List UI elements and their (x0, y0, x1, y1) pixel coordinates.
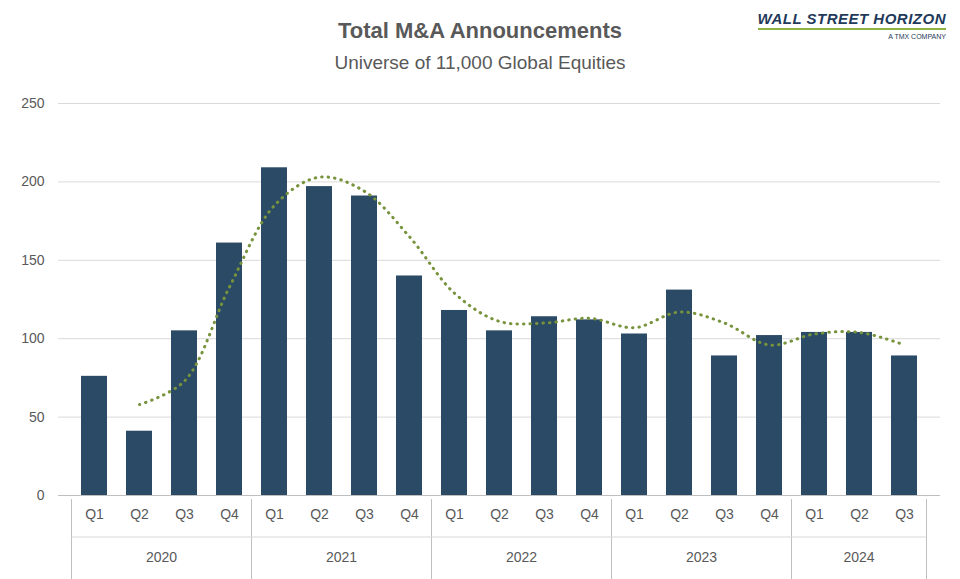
html-text:A TMX COMPANY: A TMX COMPANY (888, 33, 946, 40)
svg-text:Q1: Q1 (445, 506, 464, 522)
svg-text:Q1: Q1 (265, 506, 284, 522)
svg-text:150: 150 (21, 252, 45, 268)
svg-text:2024: 2024 (843, 549, 874, 565)
svg-text:Q3: Q3 (355, 506, 374, 522)
svg-text:Q4: Q4 (760, 506, 779, 522)
svg-text:Q2: Q2 (490, 506, 509, 522)
svg-text:Q3: Q3 (535, 506, 554, 522)
svg-text:Q1: Q1 (625, 506, 644, 522)
svg-text:200: 200 (21, 173, 45, 189)
svg-text:Q1: Q1 (85, 506, 104, 522)
svg-text:Q2: Q2 (670, 506, 689, 522)
svg-text:Q4: Q4 (400, 506, 419, 522)
svg-text:Q3: Q3 (715, 506, 734, 522)
svg-text:Q2: Q2 (130, 506, 149, 522)
svg-text:Q1: Q1 (805, 506, 824, 522)
svg-text:Q2: Q2 (850, 506, 869, 522)
svg-text:2021: 2021 (326, 549, 357, 565)
svg-text:250: 250 (21, 95, 45, 111)
svg-text:Q4: Q4 (220, 506, 239, 522)
svg-text:2023: 2023 (686, 549, 717, 565)
svg-text:100: 100 (21, 330, 45, 346)
svg-text:2022: 2022 (506, 549, 537, 565)
html-text:Universe of 11,000 Global Equi: Universe of 11,000 Global Equities (334, 52, 626, 73)
svg-text:2020: 2020 (146, 549, 177, 565)
html-text:Total M&A Announcements: Total M&A Announcements (338, 18, 622, 43)
svg-text:Q3: Q3 (895, 506, 914, 522)
svg-text:Q4: Q4 (580, 506, 599, 522)
html-text:WALL STREET HORIZON: WALL STREET HORIZON (757, 10, 946, 27)
svg-text:50: 50 (29, 409, 45, 425)
svg-text:0: 0 (37, 487, 45, 503)
svg-text:Q2: Q2 (310, 506, 329, 522)
svg-text:Q3: Q3 (175, 506, 194, 522)
